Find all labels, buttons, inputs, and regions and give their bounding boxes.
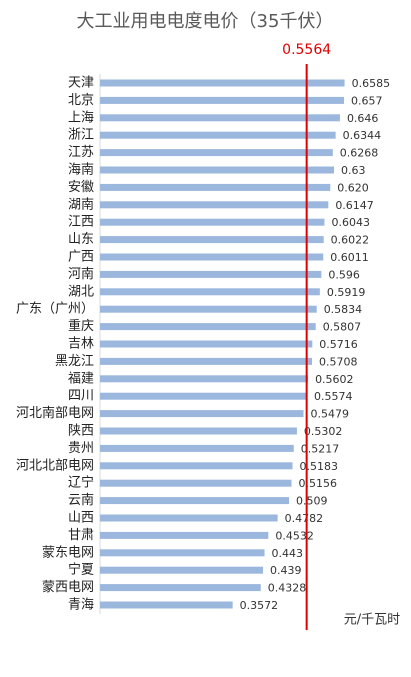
y-tick-label: 浙江 — [68, 128, 94, 143]
value-label: 0.620 — [337, 181, 369, 194]
y-tick-label: 贵州 — [68, 441, 94, 456]
y-tick-label: 江苏 — [68, 144, 94, 160]
value-label: 0.5807 — [323, 321, 362, 334]
bar — [100, 375, 309, 383]
y-tick-label: 湖南 — [68, 196, 94, 212]
value-label: 0.5302 — [304, 425, 343, 438]
value-label: 0.6268 — [340, 147, 379, 160]
y-tick-label: 黑龙江 — [55, 354, 94, 369]
y-tick-label: 上海 — [68, 110, 94, 125]
bar — [100, 253, 324, 261]
value-label: 0.5479 — [311, 408, 350, 421]
y-tick-label: 北京 — [68, 93, 94, 108]
value-label: 0.439 — [270, 564, 302, 577]
bar — [100, 270, 322, 278]
y-tick-label: 福建 — [68, 371, 94, 386]
y-tick-label: 山东 — [68, 232, 94, 247]
value-label: 0.509 — [296, 495, 328, 508]
value-label: 0.5708 — [319, 355, 358, 368]
y-tick-label: 湖北 — [68, 284, 94, 299]
value-label: 0.6147 — [335, 199, 374, 212]
reference-label: 0.5564 — [282, 42, 331, 58]
bar — [100, 218, 325, 226]
bar — [100, 79, 345, 87]
bar — [100, 288, 320, 296]
bar — [100, 357, 313, 365]
y-tick-label: 甘肃 — [68, 528, 94, 543]
value-label: 0.63 — [341, 164, 366, 177]
y-tick-label: 陕西 — [68, 424, 94, 439]
value-label: 0.5834 — [324, 303, 363, 316]
bar — [100, 114, 340, 122]
unit-label: 元/千瓦时 — [344, 613, 400, 628]
bar — [100, 479, 292, 487]
y-tick-label: 宁夏 — [68, 562, 94, 578]
value-label: 0.657 — [351, 94, 383, 107]
y-tick-label: 蒙西电网 — [42, 580, 94, 595]
y-tick-label: 四川 — [68, 389, 94, 404]
bar — [100, 323, 316, 331]
y-tick-label: 云南 — [68, 492, 94, 508]
value-label: 0.6344 — [343, 129, 382, 142]
value-label: 0.5217 — [301, 442, 340, 455]
y-tick-label: 广东（广州） — [16, 302, 94, 317]
value-label: 0.4782 — [285, 512, 324, 525]
value-label: 0.443 — [272, 547, 304, 560]
value-label: 0.4328 — [268, 582, 307, 595]
value-label: 0.646 — [347, 112, 379, 125]
bar — [100, 584, 261, 592]
bar — [100, 497, 290, 505]
bar — [100, 183, 331, 191]
value-label: 0.4532 — [275, 529, 314, 542]
bar — [100, 427, 297, 435]
bar — [100, 236, 324, 244]
value-label: 0.596 — [328, 268, 360, 281]
bar — [100, 149, 333, 157]
bar — [100, 462, 293, 470]
y-tick-label: 天津 — [68, 76, 94, 91]
bar — [100, 166, 334, 174]
bar — [100, 131, 336, 139]
value-label: 0.5602 — [315, 373, 354, 386]
bar — [100, 340, 313, 348]
bar — [100, 514, 278, 522]
y-tick-label: 河北南部电网 — [16, 405, 94, 421]
bar — [100, 566, 264, 574]
y-tick-label: 吉林 — [68, 337, 94, 352]
value-label: 0.3572 — [240, 599, 279, 612]
y-tick-label: 海南 — [68, 162, 94, 178]
value-label: 0.6022 — [331, 234, 370, 247]
bar — [100, 305, 317, 313]
value-label: 0.6011 — [330, 251, 369, 264]
y-tick-label: 江西 — [68, 215, 94, 230]
value-label: 0.5919 — [327, 286, 366, 299]
bar — [100, 201, 329, 209]
value-label: 0.5183 — [300, 460, 339, 473]
y-tick-label: 青海 — [68, 598, 94, 613]
bar — [100, 531, 269, 539]
y-tick-label: 河北北部电网 — [16, 458, 94, 473]
bar — [100, 392, 308, 400]
value-label: 0.5574 — [314, 390, 353, 403]
bar — [100, 96, 345, 104]
y-tick-label: 蒙东电网 — [42, 545, 94, 560]
y-tick-label: 安徽 — [68, 180, 94, 195]
value-label: 0.6585 — [352, 77, 391, 90]
value-label: 0.5156 — [299, 477, 338, 490]
bar — [100, 601, 233, 609]
y-tick-label: 辽宁 — [68, 475, 94, 491]
y-tick-label: 山西 — [68, 511, 94, 526]
y-tick-label: 广西 — [68, 250, 94, 265]
bar — [100, 549, 265, 557]
bar — [100, 444, 294, 452]
y-tick-label: 河南 — [68, 266, 94, 282]
y-tick-label: 重庆 — [68, 318, 94, 334]
value-label: 0.5716 — [319, 338, 358, 351]
chart-title: 大工业用电电度电价（35千伏） — [77, 11, 334, 32]
value-label: 0.6043 — [331, 216, 370, 229]
bar — [100, 410, 304, 418]
